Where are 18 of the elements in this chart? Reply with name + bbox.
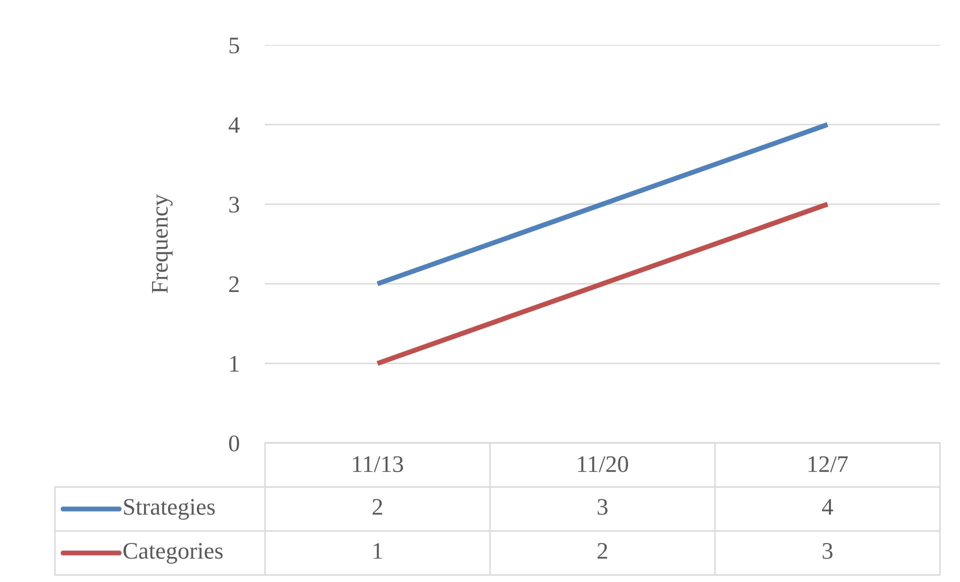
y-tick-label: 5 <box>230 38 240 54</box>
y-tick-label: 4 <box>228 117 240 133</box>
y-tick-label: 0 <box>229 435 240 452</box>
x-tick-label: 12/7 <box>808 456 848 472</box>
data-label: 3 <box>822 543 832 559</box>
data-label: 3 <box>598 499 608 515</box>
x-tick-label: 11/13 <box>353 456 404 472</box>
legend-label: Strategies <box>124 498 215 520</box>
x-tick-label: 11/20 <box>578 456 628 472</box>
y-tick-label: 2 <box>229 276 239 292</box>
data-label: 4 <box>822 499 834 515</box>
data-label: 2 <box>372 499 382 515</box>
y-tick-label: 1 <box>230 356 239 372</box>
data-label: 1 <box>374 543 382 559</box>
y-tick-label: 3 <box>229 196 240 213</box>
y-axis-title: Frequency <box>152 194 173 294</box>
data-label: 2 <box>598 543 608 559</box>
legend-label: Categories <box>123 542 223 564</box>
